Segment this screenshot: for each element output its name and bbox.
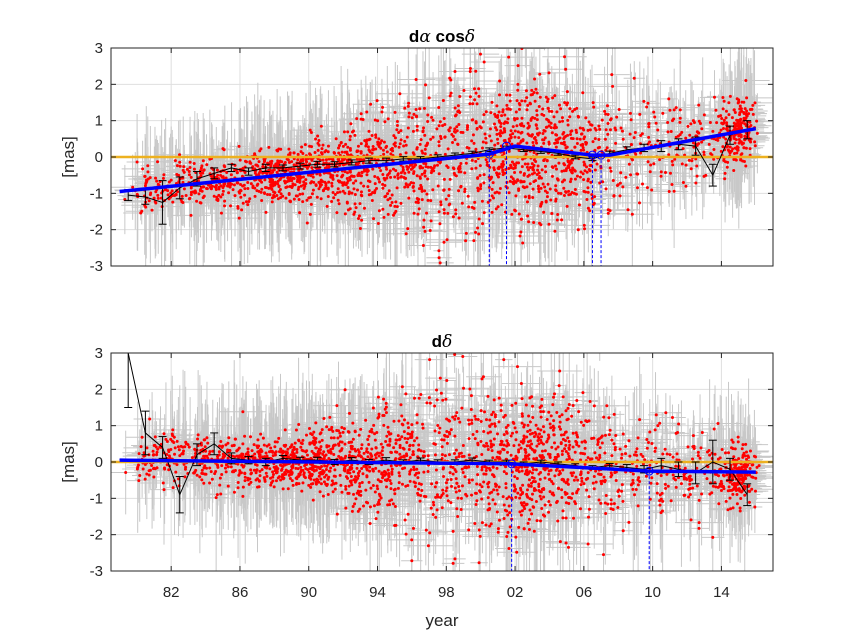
scatter-point [309,130,313,134]
scatter-point [745,96,749,100]
scatter-point [388,196,392,200]
scatter-point [337,143,341,147]
scatter-point [744,146,748,150]
scatter-point [489,111,493,115]
scatter-point [680,130,684,134]
scatter-point [688,133,692,137]
scatter-point [578,126,582,130]
scatter-point [621,185,625,189]
scatter-point [572,288,575,291]
scatter-point [185,167,189,171]
scatter-point [550,109,554,113]
scatter-point [702,150,706,154]
scatter-point [370,133,374,137]
scatter-point [633,131,637,135]
scatter-point [455,125,459,129]
scatter-point [297,185,301,189]
scatter-point [348,138,352,142]
scatter-point [326,195,330,199]
scatter-point [359,112,363,116]
scatter-point [575,130,579,134]
scatter-point [395,120,399,124]
scatter-point [453,106,457,110]
scatter-point [535,109,539,113]
scatter-point [375,186,379,190]
scatter-point [264,210,268,214]
scatter-point [275,193,279,197]
scatter-point [585,170,589,174]
scatter-point [482,60,486,64]
scatter-point [270,200,274,204]
scatter-point [711,129,715,133]
scatter-point [391,167,395,171]
scatter-point [559,107,563,111]
scatter-point [564,67,568,71]
scatter-point [562,186,566,190]
scatter-point [249,182,253,186]
scatter-point [382,140,386,144]
scatter-point [171,200,175,204]
scatter-point [549,126,553,130]
scatter-point [417,207,421,211]
scatter-point [423,147,427,151]
scatter-point [426,198,430,202]
scatter-point [513,129,517,133]
scatter-point [521,241,525,245]
scatter-point [517,136,521,140]
scatter-point [181,180,185,184]
scatter-point [434,151,438,155]
scatter-point [719,149,723,153]
scatter-point [269,183,273,187]
scatter-point [386,198,390,202]
plot-area [111,48,773,291]
scatter-point [342,130,346,134]
scatter-point [493,143,497,147]
scatter-point [253,194,257,198]
scatter-point [507,55,511,59]
scatter-point [361,161,365,165]
scatter-point [714,108,718,112]
scatter-point [406,227,410,231]
scatter-point [343,191,347,195]
scatter-point [700,127,704,131]
scatter-point [542,210,546,214]
scatter-point [605,146,609,150]
scatter-point [668,108,672,112]
scatter-point [409,181,413,185]
scatter-point [535,141,539,145]
scatter-point [530,162,534,166]
scatter-point [526,168,530,172]
scatter-point [725,165,729,169]
scatter-point [426,113,430,117]
scatter-point [437,144,441,148]
